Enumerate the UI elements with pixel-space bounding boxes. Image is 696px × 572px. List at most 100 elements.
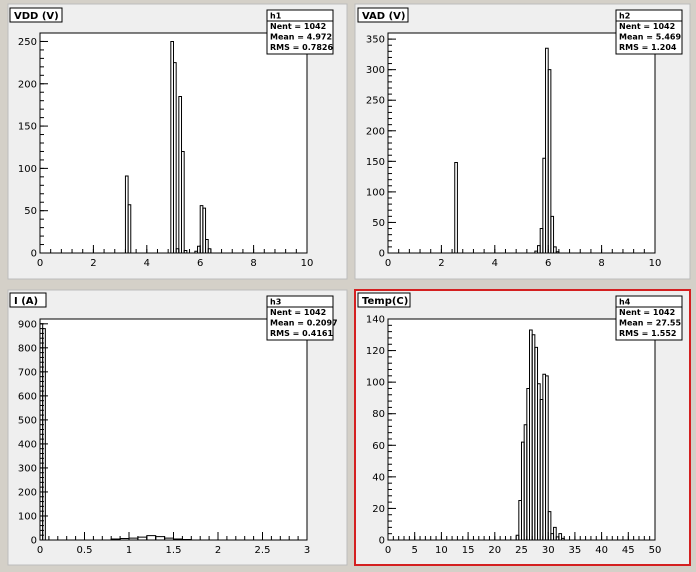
stats-name: h4 [619,298,631,307]
title-box [9,292,47,308]
y-tick-label: 200 [18,79,37,90]
stats-entries: Nent = 1042 [270,22,326,31]
x-tick-label: 0.5 [77,545,93,556]
stats-box [266,9,334,55]
x-tick-label: 10 [649,258,662,269]
y-tick-label: 200 [18,487,37,498]
x-tick-label: 0 [385,258,391,269]
histogram-bin [183,249,188,253]
histogram-pad-4[interactable]: 0 5 10 15 20 25 30 35 40 45 50 0 20 40 60 80 100 120 140 Te… [354,289,691,566]
y-tick-label: 120 [366,346,385,357]
stats-box [615,295,683,341]
x-tick-label: 35 [569,545,582,556]
stats-entries: Nent = 1042 [619,22,675,31]
y-tick-label: 100 [366,378,385,389]
x-tick-label: 1 [126,545,132,556]
histogram-title: VDD (V) [14,11,59,22]
stats-entries: Nent = 1042 [619,308,675,317]
x-tick-label: 6 [545,258,551,269]
title-box [357,7,409,23]
y-tick-label: 300 [366,65,385,76]
histogram-title: Temp(C) [362,296,408,307]
y-tick-label: 20 [372,504,385,515]
stats-rms: RMS = 1.552 [619,329,676,338]
x-tick-label: 0 [385,545,391,556]
y-tick-label: 0 [31,249,37,260]
x-tick-label: 20 [488,545,501,556]
histogram-title: VAD (V) [362,11,405,22]
stats-rms: RMS = 1.204 [619,43,677,52]
histogram-bin [173,62,177,253]
plot-area [39,318,308,541]
histogram-bin [205,238,209,253]
y-tick-label: 100 [18,511,37,522]
histogram-bin [454,162,458,253]
histogram-bin [547,69,552,253]
stats-box [615,9,683,55]
x-tick-label: 1.5 [166,545,182,556]
x-tick-label: 10 [301,258,314,269]
histogram-bin [202,207,207,253]
x-tick-label: 8 [250,258,256,269]
x-tick-label: 5 [412,545,418,556]
y-tick-label: 400 [18,439,37,450]
x-tick-label: 10 [435,545,448,556]
y-tick-label: 500 [18,415,37,426]
y-tick-label: 300 [18,463,37,474]
stats-rms: RMS = 0.4161 [270,329,333,338]
stats-mean: Mean = 0.2097 [270,319,338,328]
histogram-title: I (A) [14,296,38,307]
y-tick-label: 140 [366,315,385,326]
stats-name: h1 [270,12,282,21]
title-box [357,292,411,308]
histogram-pad-3[interactable]: 0 0.5 1 1.5 2 2.5 3 0 100 200 300 400 500 600 700 800 90… [7,289,348,566]
x-tick-label: 2 [438,258,444,269]
y-tick-label: 0 [379,249,385,260]
title-box [9,7,63,23]
y-tick-label: 0 [379,536,385,547]
histogram-bin [181,150,185,253]
stats-mean: Mean = 27.55 [619,319,681,328]
stats-box [266,295,334,341]
y-tick-label: 150 [18,122,37,133]
y-tick-label: 100 [366,187,385,198]
x-tick-label: 0 [37,545,43,556]
y-tick-label: 150 [366,157,385,168]
y-tick-label: 250 [366,96,385,107]
y-tick-label: 800 [18,343,37,354]
y-tick-label: 600 [18,391,37,402]
x-tick-label: 50 [649,545,662,556]
histogram-bin [547,511,552,540]
histogram-bin [550,215,555,253]
stats-name: h3 [270,298,281,307]
y-tick-label: 50 [372,218,385,229]
x-tick-label: 8 [598,258,604,269]
y-tick-label: 60 [372,441,385,452]
y-tick-label: 50 [24,206,37,217]
y-tick-label: 0 [31,536,37,547]
y-tick-label: 350 [366,35,385,46]
x-tick-label: 3 [304,545,310,556]
stats-mean: Mean = 4.972 [270,33,332,42]
histogram-bin [553,246,557,253]
x-tick-label: 15 [462,545,475,556]
plot-area [387,32,656,254]
y-tick-label: 200 [366,126,385,137]
x-tick-label: 40 [595,545,608,556]
x-tick-label: 25 [515,545,528,556]
y-tick-label: 250 [18,37,37,48]
y-tick-label: 80 [372,409,385,420]
histogram-bin [545,375,549,540]
x-tick-label: 45 [622,545,635,556]
y-tick-label: 40 [372,472,385,483]
y-tick-label: 100 [18,164,37,175]
stats-rms: RMS = 0.7826 [270,43,333,52]
x-tick-label: 6 [197,258,203,269]
x-tick-label: 2 [90,258,96,269]
stats-name: h2 [619,12,630,21]
y-tick-label: 700 [18,367,37,378]
x-tick-label: 0 [37,258,43,269]
